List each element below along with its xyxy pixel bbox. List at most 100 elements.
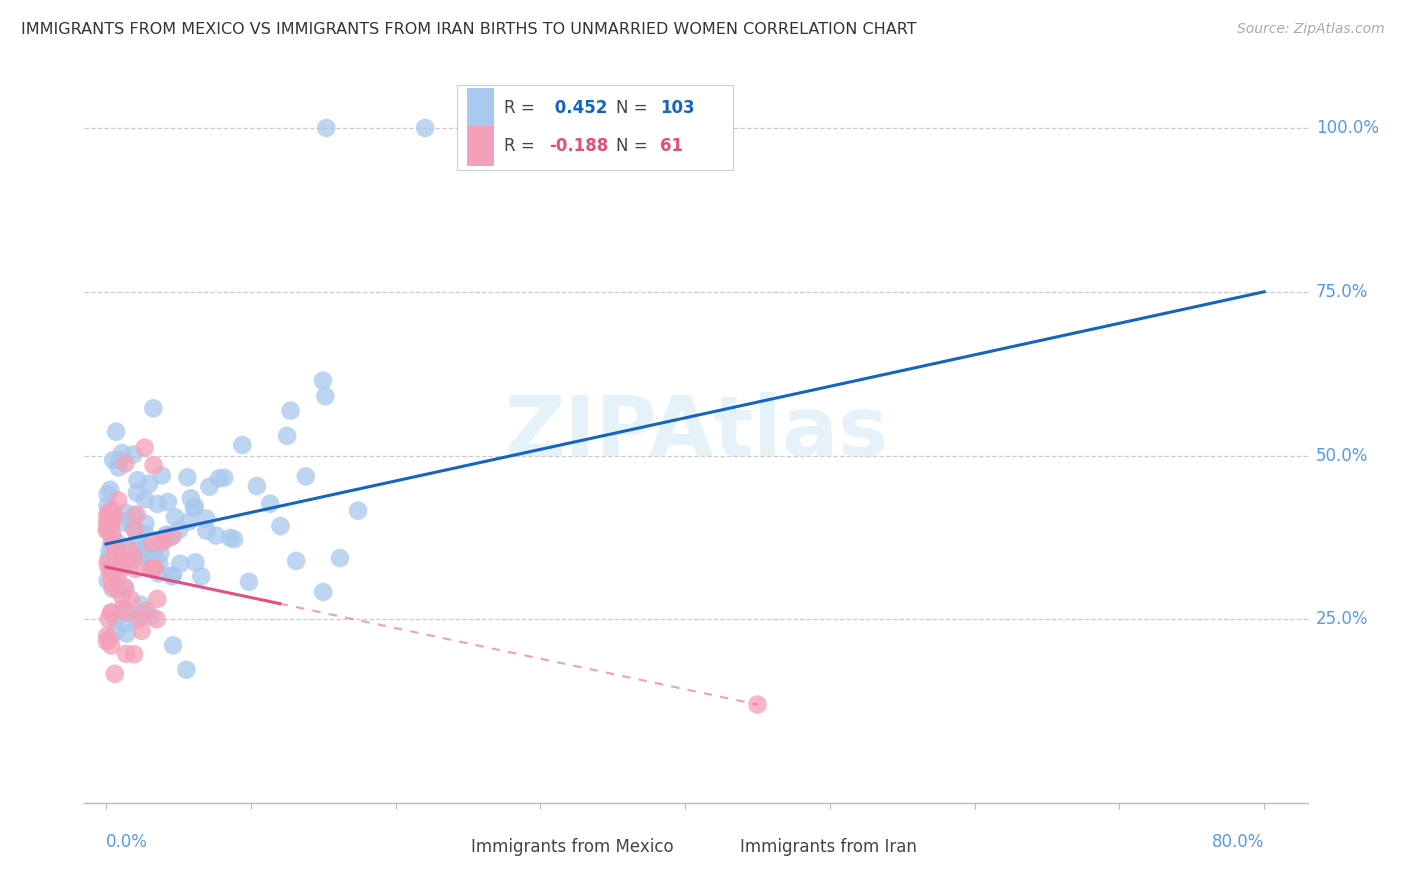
Point: [146, 540, 169, 554]
Point: [117, 554, 139, 568]
Point: [100, 538, 122, 552]
Point: [155, 529, 177, 543]
Point: [96, 520, 118, 534]
Point: [129, 607, 152, 622]
Point: [98, 519, 121, 533]
Text: 100.0%: 100.0%: [1316, 119, 1379, 137]
Point: [347, 503, 370, 517]
FancyBboxPatch shape: [467, 126, 494, 166]
Text: IMMIGRANTS FROM MEXICO VS IMMIGRANTS FROM IRAN BIRTHS TO UNMARRIED WOMEN CORRELA: IMMIGRANTS FROM MEXICO VS IMMIGRANTS FRO…: [21, 22, 917, 37]
Point: [142, 458, 165, 473]
Text: N =: N =: [616, 137, 654, 155]
Point: [101, 535, 124, 549]
Point: [183, 500, 205, 514]
Point: [184, 555, 207, 569]
Point: [98, 562, 121, 576]
Text: Source: ZipAtlas.com: Source: ZipAtlas.com: [1237, 22, 1385, 37]
Point: [114, 603, 136, 617]
Point: [176, 470, 198, 484]
Point: [96, 515, 118, 529]
Text: 61: 61: [661, 137, 683, 155]
Text: Immigrants from Mexico: Immigrants from Mexico: [471, 838, 673, 856]
Point: [146, 497, 169, 511]
Point: [105, 582, 128, 596]
Point: [285, 554, 308, 568]
Point: [111, 601, 134, 615]
Point: [108, 453, 131, 467]
Point: [167, 523, 190, 537]
Point: [122, 647, 145, 661]
Point: [122, 448, 145, 462]
Point: [183, 501, 205, 516]
Point: [162, 568, 184, 582]
Point: [114, 582, 136, 596]
Point: [105, 558, 128, 572]
FancyBboxPatch shape: [433, 829, 460, 870]
Point: [134, 516, 156, 531]
Point: [238, 574, 260, 589]
Point: [104, 666, 127, 681]
Point: [105, 425, 128, 439]
Point: [98, 483, 121, 497]
Point: [231, 438, 253, 452]
Point: [114, 506, 136, 520]
Point: [747, 698, 769, 712]
Point: [160, 569, 183, 583]
Text: 80.0%: 80.0%: [1212, 833, 1264, 851]
Point: [118, 542, 141, 557]
Point: [152, 533, 174, 547]
Point: [162, 638, 184, 652]
Text: 75.0%: 75.0%: [1316, 283, 1368, 301]
Point: [329, 551, 352, 566]
Point: [114, 457, 136, 471]
Text: N =: N =: [616, 100, 654, 118]
Point: [96, 574, 118, 588]
Point: [177, 514, 200, 528]
Text: R =: R =: [503, 100, 540, 118]
Point: [134, 492, 156, 507]
Point: [148, 558, 170, 572]
Text: 25.0%: 25.0%: [1316, 610, 1368, 628]
Point: [276, 429, 298, 443]
Point: [312, 585, 335, 599]
Point: [413, 120, 436, 135]
FancyBboxPatch shape: [457, 85, 733, 169]
Point: [104, 542, 127, 557]
Point: [96, 629, 118, 643]
Point: [295, 469, 318, 483]
Point: [150, 468, 173, 483]
Point: [112, 516, 135, 530]
Point: [96, 508, 118, 523]
Point: [152, 534, 174, 549]
Point: [104, 557, 127, 571]
Point: [208, 471, 231, 485]
Point: [101, 582, 124, 596]
Text: -0.188: -0.188: [550, 137, 609, 155]
Point: [124, 562, 146, 576]
Point: [129, 598, 152, 612]
Point: [97, 506, 120, 520]
Point: [103, 453, 125, 467]
Point: [134, 526, 156, 541]
Point: [135, 551, 157, 566]
Point: [195, 524, 218, 538]
Point: [97, 612, 120, 626]
Text: 50.0%: 50.0%: [1316, 447, 1368, 465]
Point: [125, 612, 148, 626]
Point: [127, 543, 149, 558]
Point: [156, 495, 179, 509]
Point: [100, 573, 122, 587]
Point: [101, 504, 124, 518]
Point: [141, 562, 163, 576]
Point: [100, 639, 122, 653]
Point: [205, 528, 228, 542]
Point: [124, 523, 146, 537]
Point: [100, 517, 122, 532]
Point: [142, 401, 165, 416]
Point: [141, 562, 163, 576]
Point: [104, 612, 127, 626]
Point: [134, 441, 156, 455]
Point: [96, 499, 118, 513]
Point: [120, 592, 142, 607]
Point: [122, 549, 145, 564]
